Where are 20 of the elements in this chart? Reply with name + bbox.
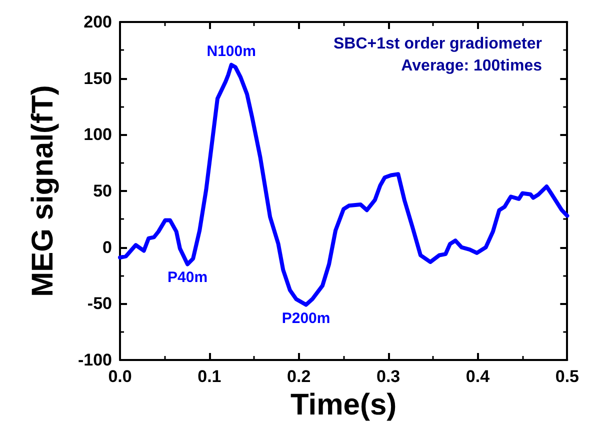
x-tick-label: 0.0 xyxy=(108,367,132,386)
annotation: Average: 100times xyxy=(401,58,542,74)
y-tick-label: 0 xyxy=(102,238,112,257)
annotation: P40m xyxy=(168,269,208,286)
annotation: N100m xyxy=(206,42,256,60)
y-axis-title: MEG signal(fT) xyxy=(26,85,60,297)
y-tick-label: 50 xyxy=(93,182,112,200)
x-tick-label: 0.5 xyxy=(555,367,580,386)
y-tick-label: -100 xyxy=(78,350,112,370)
annotation: P200m xyxy=(282,310,330,327)
x-tick-label: 0.2 xyxy=(287,367,311,386)
y-tick-label: 150 xyxy=(84,68,112,88)
y-tick-label: -50 xyxy=(87,294,112,314)
x-axis-title: Time(s) xyxy=(290,388,397,422)
y-tick-label: 200 xyxy=(84,12,112,32)
x-tick-label: 0.4 xyxy=(466,367,490,386)
annotation: SBC+1st order gradiometer xyxy=(333,36,542,52)
y-tick-label: 100 xyxy=(84,125,112,144)
x-tick-label: 0.3 xyxy=(376,367,400,386)
x-tick-label: 0.1 xyxy=(198,367,222,386)
